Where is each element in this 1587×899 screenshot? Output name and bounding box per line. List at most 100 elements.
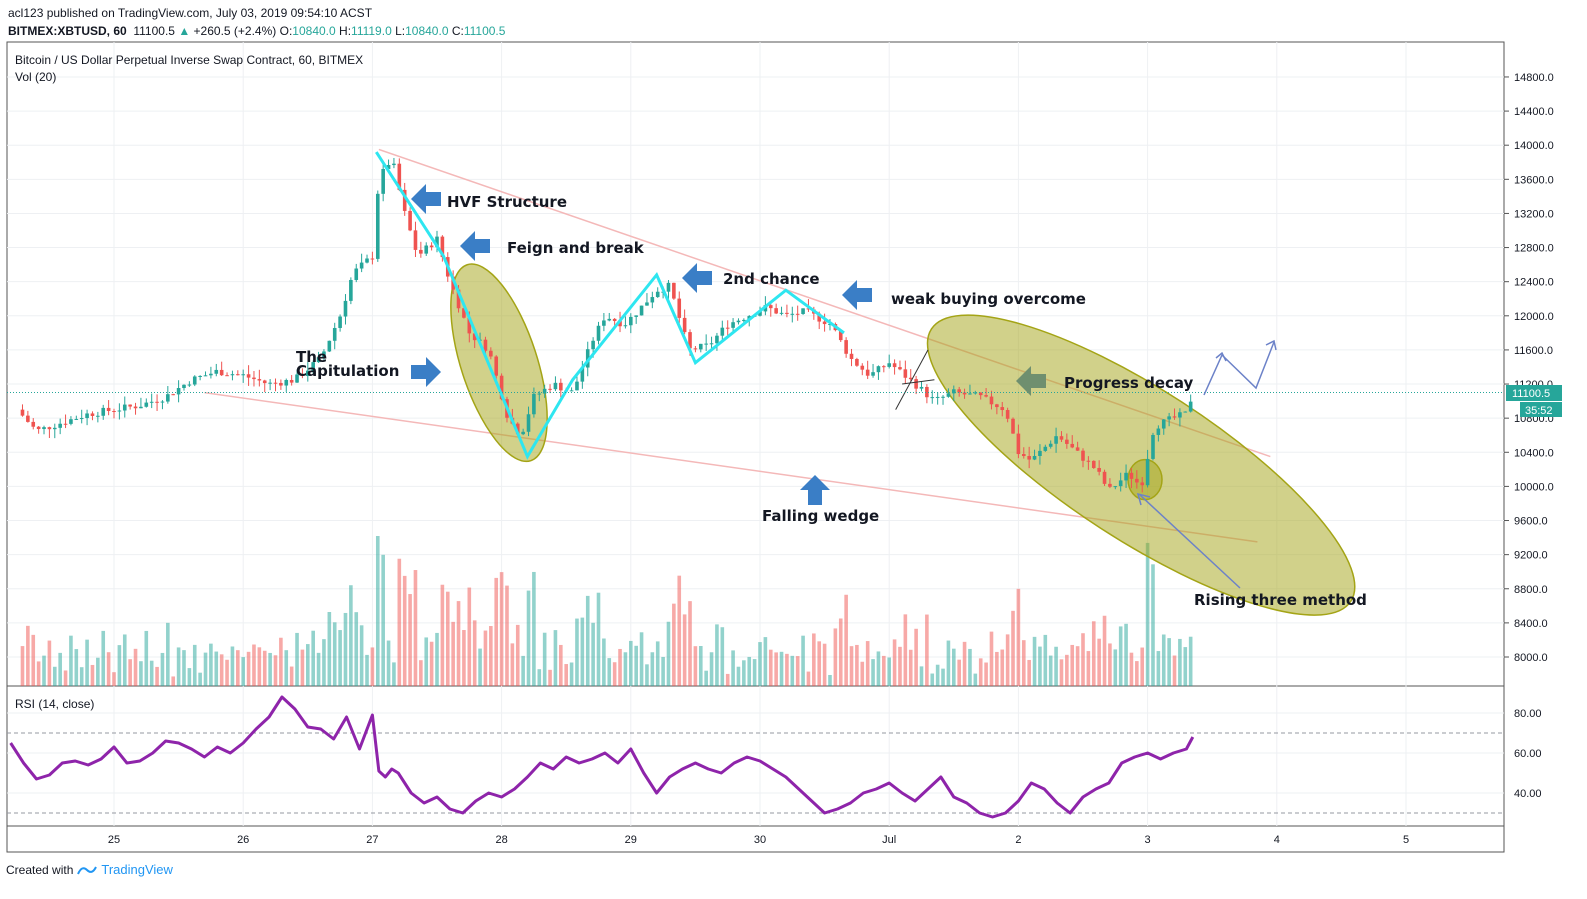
candle-body (607, 318, 612, 321)
volume-bar (370, 647, 375, 686)
candle-body (1091, 460, 1096, 468)
candle-body (532, 393, 536, 415)
candle-body (408, 210, 412, 231)
volume-bar (1054, 646, 1058, 686)
time-tick-label: 4 (1274, 834, 1280, 846)
volume-bar (139, 661, 143, 686)
volume-bars (20, 536, 1193, 686)
candle-body (941, 396, 945, 398)
candle-body (1151, 434, 1155, 459)
volume-bar (795, 656, 800, 686)
volume-bar (505, 585, 509, 686)
candle-body (1188, 401, 1193, 412)
volume-bar (677, 575, 682, 686)
volume-bar (36, 661, 41, 686)
volume-bar (1124, 623, 1128, 686)
candle-body (494, 356, 499, 376)
candle-body (957, 389, 961, 393)
candle-body (160, 401, 165, 403)
time-tick-label: 25 (108, 834, 120, 846)
volume-bar (424, 637, 429, 686)
candle-body (526, 414, 531, 432)
volume-bar (289, 666, 294, 686)
candle-body (1021, 454, 1026, 457)
candle-body (386, 165, 391, 169)
candle-body (182, 384, 186, 389)
candle-body (935, 396, 940, 398)
candle-body (74, 418, 79, 420)
candle-body (1059, 436, 1064, 440)
wedge-lower-line (204, 391, 1258, 543)
volume-bar (779, 651, 784, 686)
volume-bar (822, 643, 827, 686)
volume-bar (553, 630, 558, 686)
volume-bar (187, 668, 192, 686)
candle-body (133, 406, 138, 409)
candle-body (795, 313, 800, 315)
candle-body (144, 402, 149, 407)
volume-bar (435, 632, 439, 686)
volume-bar (133, 648, 138, 686)
volume-bar (192, 644, 197, 686)
candle-body (1167, 416, 1171, 420)
candle-body (844, 340, 848, 354)
candle-body (1124, 472, 1128, 481)
volume-bar (542, 632, 547, 686)
candle-body (709, 343, 714, 345)
flag-line-upper (902, 379, 935, 385)
time-axis[interactable]: 25 26 27 28 29 30 Jul 2 3 4 5 (108, 834, 1409, 846)
candle-body (779, 312, 784, 314)
volume-bar (96, 657, 100, 686)
candle-body (1178, 412, 1182, 418)
annotation-arrows (411, 184, 1277, 589)
candle-body (962, 392, 967, 395)
volume-bar (166, 622, 170, 686)
footer-brand[interactable]: TradingView (101, 862, 173, 877)
volume-bar (849, 646, 854, 686)
candle-body (806, 308, 811, 310)
candle-body (989, 396, 994, 405)
volume-bar (935, 664, 940, 686)
annotation-hvf-structure: HVF Structure (447, 193, 567, 211)
pattern-ellipse (450, 263, 548, 463)
volume-bar (569, 662, 574, 686)
volume-bar (42, 655, 46, 686)
candle-body (925, 386, 929, 398)
volume-bar (419, 660, 423, 686)
volume-bar (171, 676, 176, 686)
ohlc-open-label: O: (279, 24, 293, 38)
volume-bar (914, 628, 918, 686)
candle-body (715, 335, 719, 344)
volume-bar (957, 659, 961, 686)
symbol-line: BITMEX:XBTUSD, 60 11100.5 ▲ +260.5 (+2.4… (8, 22, 505, 40)
volume-bar (1081, 633, 1085, 686)
volume-bar (462, 630, 466, 686)
candle-body (42, 427, 46, 430)
candle-body (1102, 471, 1107, 484)
volume-bar (925, 614, 929, 686)
volume-bar (246, 651, 251, 686)
tradingview-logo-icon (77, 866, 98, 874)
volume-bar (279, 637, 283, 686)
time-tick-label: Jul (882, 834, 896, 846)
volume-bar (655, 641, 660, 686)
volume-bar (515, 624, 520, 686)
candle-body (117, 410, 122, 412)
time-tick-label: 3 (1145, 834, 1151, 846)
volume-bar (1108, 643, 1112, 686)
price-axis[interactable]: 8000.0 8400.0 8800.0 9200.0 9600.0 10000.0 104… (1504, 72, 1554, 800)
candle-body (327, 340, 332, 352)
volume-bar (268, 652, 272, 686)
volume-bar (241, 657, 245, 686)
candle-body (338, 316, 342, 328)
candle-body (666, 282, 671, 292)
candle-body (1113, 486, 1118, 488)
volume-bar (209, 643, 213, 686)
volume-bar (634, 645, 638, 686)
volume-bar (844, 594, 848, 686)
candle-body (882, 366, 886, 368)
volume-bar (1059, 659, 1064, 686)
volume-bar (790, 655, 795, 686)
candle-body (365, 258, 369, 263)
